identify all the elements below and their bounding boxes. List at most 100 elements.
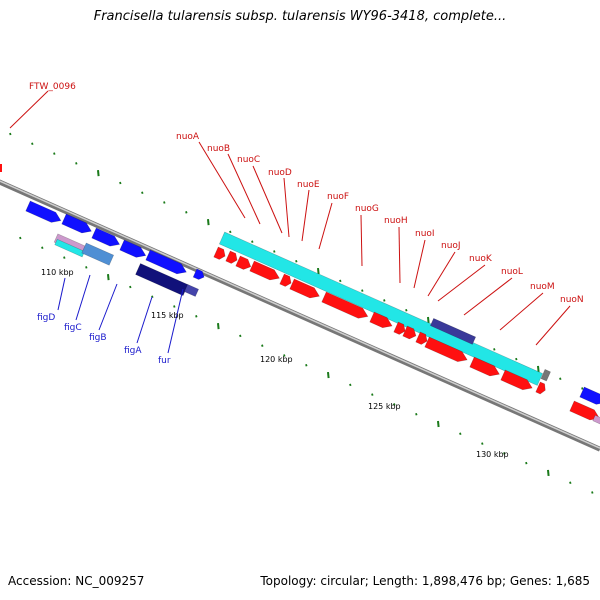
- gene-label-figA: figA: [124, 346, 142, 356]
- tick-mark: [185, 211, 188, 214]
- gene-blue-7-shape: [579, 386, 600, 405]
- tick-mark: [515, 357, 518, 361]
- leader-line: [437, 264, 486, 302]
- gene-red-15-shape: [535, 381, 546, 395]
- gene-blue-6-shape: [192, 268, 205, 280]
- tick-mark: [53, 152, 56, 155]
- gene-lightblue-1: [81, 242, 115, 266]
- tick-mark: [273, 250, 276, 253]
- gene-red-9-shape: [393, 321, 406, 335]
- gene-blue-4-shape: [119, 239, 147, 258]
- tick-mark: [9, 132, 12, 136]
- tick-mark: [141, 191, 144, 194]
- gene-label-nuoC: nuoC: [237, 155, 260, 165]
- tick-mark: [97, 170, 100, 177]
- gene-red-3: [235, 255, 252, 270]
- gene-blue-5: [145, 249, 187, 275]
- tick-mark: [261, 344, 264, 347]
- leader-line: [535, 305, 571, 346]
- gene-red-7: [321, 291, 369, 319]
- gene-red-12: [424, 336, 468, 362]
- tick-mark: [239, 334, 242, 338]
- leader-line: [301, 189, 310, 242]
- gene-blue-6: [192, 268, 205, 280]
- gene-red-3-shape: [235, 255, 252, 270]
- leader-line: [283, 177, 290, 238]
- gene-blue-1-shape: [25, 200, 62, 223]
- tick-mark: [405, 308, 408, 312]
- gene-label-fur: fur: [158, 356, 171, 366]
- gene-red-7-shape: [321, 291, 369, 319]
- tick-mark: [481, 442, 484, 445]
- tick-mark: [107, 274, 110, 281]
- leader-line: [57, 277, 66, 311]
- tick-mark: [339, 279, 342, 283]
- leader-line: [136, 296, 153, 344]
- tick-mark: [591, 491, 594, 494]
- gene-red-13-shape: [469, 356, 500, 377]
- gene-label-figD: figD: [37, 313, 55, 323]
- gene-label-nuoF: nuoF: [327, 192, 349, 202]
- tick-mark: [427, 316, 430, 324]
- gene-red-10: [402, 325, 417, 340]
- leader-line: [398, 226, 401, 284]
- gene-gray-1: [540, 369, 551, 382]
- gene-red-2: [225, 250, 238, 264]
- leader-line: [252, 165, 283, 234]
- tick-mark: [383, 299, 386, 302]
- tick-mark: [305, 364, 308, 367]
- gene-red-10-shape: [402, 325, 417, 340]
- gene-blue-5-shape: [145, 249, 187, 275]
- tick-mark: [229, 230, 232, 234]
- leader-line: [198, 141, 246, 219]
- gene-gray-1-shape: [540, 369, 551, 382]
- tick-mark: [393, 403, 396, 406]
- backbone-line: [0, 179, 600, 452]
- gene-red-6: [289, 278, 320, 299]
- tick-mark: [349, 383, 352, 387]
- gene-label-nuoM: nuoM: [530, 282, 555, 292]
- gene-red-5-shape: [279, 273, 292, 287]
- leader-line: [9, 90, 49, 129]
- gene-navy-3-shape: [429, 317, 477, 345]
- gene-blue-2-shape: [61, 213, 92, 234]
- gene-red-edge: [0, 164, 2, 172]
- gene-red-8-shape: [369, 311, 393, 329]
- gene-red-12-shape: [424, 336, 468, 362]
- tick-mark: [371, 393, 374, 396]
- gene-red-13: [469, 356, 500, 377]
- gene-label-FTW_0096: FTW_0096: [29, 82, 76, 92]
- tick-mark: [19, 236, 22, 240]
- leader-line: [499, 292, 544, 331]
- gene-blue-1: [25, 200, 62, 223]
- gene-label-nuoD: nuoD: [268, 168, 292, 178]
- tick-mark: [415, 412, 418, 416]
- tick-mark: [195, 315, 198, 318]
- leader-line: [75, 274, 91, 321]
- tick-mark: [31, 142, 34, 146]
- tick-mark: [569, 481, 572, 485]
- tick-mark: [85, 266, 88, 269]
- gene-red-8: [369, 311, 393, 329]
- backbone-track: [0, 179, 600, 452]
- gene-label-nuoI: nuoI: [415, 229, 435, 239]
- tick-mark: [163, 201, 166, 204]
- gene-red-15: [535, 381, 546, 395]
- map-title: Francisella tularensis subsp. tularensis…: [93, 9, 507, 24]
- leader-line: [427, 251, 456, 297]
- gene-label-nuoH: nuoH: [384, 216, 408, 226]
- gene-blue-7: [579, 386, 600, 405]
- tick-mark: [361, 289, 364, 292]
- gene-red-11-shape: [415, 331, 428, 345]
- tick-mark: [295, 260, 298, 263]
- gene-label-nuoN: nuoN: [560, 295, 584, 305]
- gene-red-1: [213, 246, 226, 260]
- leader-line: [463, 277, 513, 316]
- tick-mark: [63, 256, 66, 259]
- scale-label-125: 125 kbp: [368, 402, 401, 411]
- gene-red-11: [415, 331, 428, 345]
- tick-mark: [503, 452, 506, 455]
- tick-mark: [207, 219, 210, 226]
- tick-mark: [75, 162, 78, 165]
